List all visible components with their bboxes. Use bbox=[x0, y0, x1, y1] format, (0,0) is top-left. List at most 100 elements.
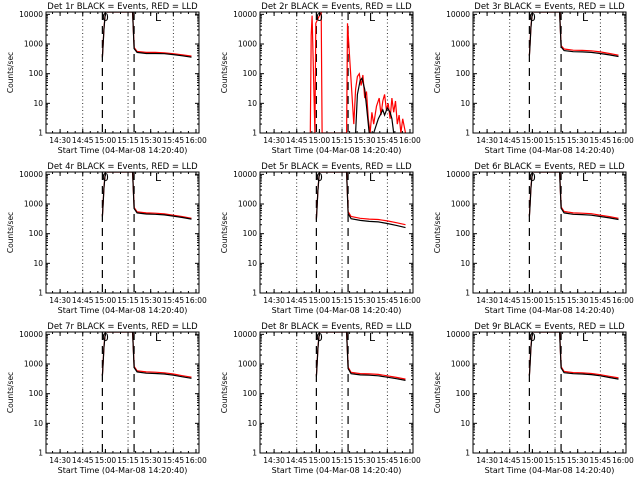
x-tick-label: 14:30 bbox=[476, 136, 498, 145]
series-line-events bbox=[528, 172, 619, 221]
plot-frame bbox=[259, 11, 414, 134]
y-tick-label: 10000 bbox=[233, 170, 257, 179]
x-tick-label: 15:30 bbox=[354, 456, 376, 465]
y-tick-label: 10 bbox=[247, 259, 257, 268]
y-tick-label: 1 bbox=[38, 129, 43, 138]
x-tick-label: 14:45 bbox=[499, 136, 521, 145]
y-tick-label: 10 bbox=[33, 99, 43, 108]
panel-title: Det 8r BLACK = Events, RED = LLD bbox=[261, 322, 412, 332]
y-tick-label: 10000 bbox=[446, 330, 470, 339]
time-marker-label: O bbox=[316, 171, 323, 184]
series-line-lld bbox=[528, 12, 619, 56]
x-tick-label: 15:30 bbox=[354, 136, 376, 145]
x-tick-label: 15:15 bbox=[331, 136, 353, 145]
x-tick-label: 14:45 bbox=[286, 296, 308, 305]
time-marker-label: L bbox=[369, 171, 376, 184]
x-tick-label: 14:45 bbox=[72, 456, 94, 465]
x-tick-label: 14:45 bbox=[72, 296, 94, 305]
x-tick-label: 14:30 bbox=[49, 456, 71, 465]
time-marker-label: O bbox=[102, 11, 109, 24]
series-line-lld bbox=[315, 172, 406, 226]
x-tick-label: 16:00 bbox=[612, 456, 634, 465]
y-tick-label: 10000 bbox=[19, 330, 43, 339]
x-axis-label: Start Time (04-Mar-08 14:20:40) bbox=[485, 146, 615, 155]
x-tick-label: 16:00 bbox=[612, 136, 634, 145]
x-tick-label: 15:00 bbox=[95, 296, 117, 305]
x-tick-label: 15:30 bbox=[140, 456, 162, 465]
x-tick-label: 15:15 bbox=[117, 456, 139, 465]
y-tick-label: 10000 bbox=[19, 170, 43, 179]
x-tick-label: 15:45 bbox=[377, 136, 399, 145]
x-tick-label: 16:00 bbox=[185, 136, 207, 145]
y-tick-label: 1000 bbox=[238, 360, 257, 369]
series-line-events bbox=[315, 332, 406, 381]
y-tick-label: 10 bbox=[460, 99, 470, 108]
y-tick-label: 10 bbox=[33, 419, 43, 428]
x-tick-label: 14:45 bbox=[499, 456, 521, 465]
y-axis-label: Counts/sec bbox=[433, 372, 442, 413]
y-tick-label: 100 bbox=[456, 389, 471, 398]
time-marker-label: L bbox=[155, 171, 162, 184]
x-tick-label: 15:45 bbox=[590, 456, 612, 465]
y-tick-label: 10 bbox=[33, 259, 43, 268]
y-tick-label: 1000 bbox=[24, 360, 43, 369]
y-axis-label: Counts/sec bbox=[6, 372, 15, 413]
x-tick-label: 15:30 bbox=[567, 456, 589, 465]
y-tick-label: 1000 bbox=[451, 360, 470, 369]
series-line-events bbox=[528, 12, 619, 58]
y-tick-label: 10 bbox=[247, 419, 257, 428]
y-tick-label: 1000 bbox=[451, 40, 470, 49]
series-line-lld bbox=[101, 172, 192, 219]
series-line-lld bbox=[101, 332, 192, 378]
time-marker-label: O bbox=[529, 331, 536, 344]
y-tick-label: 1 bbox=[465, 289, 470, 298]
panel-title: Det 9r BLACK = Events, RED = LLD bbox=[474, 322, 625, 332]
x-tick-label: 16:00 bbox=[399, 296, 421, 305]
time-marker-label: O bbox=[102, 171, 109, 184]
y-tick-label: 100 bbox=[243, 69, 258, 78]
series-line-events bbox=[101, 332, 192, 379]
x-tick-label: 15:00 bbox=[522, 136, 544, 145]
x-tick-label: 16:00 bbox=[185, 456, 207, 465]
series-line-events bbox=[315, 172, 406, 229]
panel-title: Det 6r BLACK = Events, RED = LLD bbox=[474, 162, 625, 172]
x-tick-label: 14:45 bbox=[286, 136, 308, 145]
y-tick-label: 1000 bbox=[238, 200, 257, 209]
series-line-events bbox=[355, 77, 395, 133]
x-axis-label: Start Time (04-Mar-08 14:20:40) bbox=[272, 146, 402, 155]
x-tick-label: 16:00 bbox=[399, 456, 421, 465]
time-marker-label: L bbox=[155, 331, 162, 344]
y-tick-label: 10000 bbox=[19, 10, 43, 19]
x-tick-label: 15:45 bbox=[377, 456, 399, 465]
y-tick-label: 1000 bbox=[451, 200, 470, 209]
x-tick-label: 14:30 bbox=[263, 296, 285, 305]
x-tick-label: 15:30 bbox=[567, 136, 589, 145]
x-tick-label: 15:45 bbox=[590, 136, 612, 145]
y-tick-label: 100 bbox=[29, 69, 44, 78]
x-tick-label: 15:15 bbox=[331, 456, 353, 465]
y-tick-label: 1000 bbox=[24, 40, 43, 49]
x-tick-label: 16:00 bbox=[612, 296, 634, 305]
y-tick-label: 10000 bbox=[233, 330, 257, 339]
plot-frame bbox=[472, 171, 627, 294]
time-marker-label: O bbox=[316, 331, 323, 344]
x-tick-label: 15:15 bbox=[331, 296, 353, 305]
x-tick-label: 14:45 bbox=[286, 456, 308, 465]
y-tick-label: 1 bbox=[465, 449, 470, 458]
y-axis-label: Counts/sec bbox=[220, 52, 229, 93]
x-axis-label: Start Time (04-Mar-08 14:20:40) bbox=[58, 146, 188, 155]
x-tick-label: 15:15 bbox=[117, 296, 139, 305]
y-tick-label: 100 bbox=[29, 389, 44, 398]
time-marker-label: L bbox=[155, 11, 162, 24]
y-tick-label: 1000 bbox=[238, 40, 257, 49]
plot-frame bbox=[472, 11, 627, 134]
x-tick-label: 14:30 bbox=[49, 136, 71, 145]
y-tick-label: 10000 bbox=[446, 10, 470, 19]
x-tick-label: 14:30 bbox=[263, 136, 285, 145]
time-marker-label: L bbox=[369, 331, 376, 344]
time-marker-label: O bbox=[529, 11, 536, 24]
plot-frame bbox=[472, 331, 627, 454]
